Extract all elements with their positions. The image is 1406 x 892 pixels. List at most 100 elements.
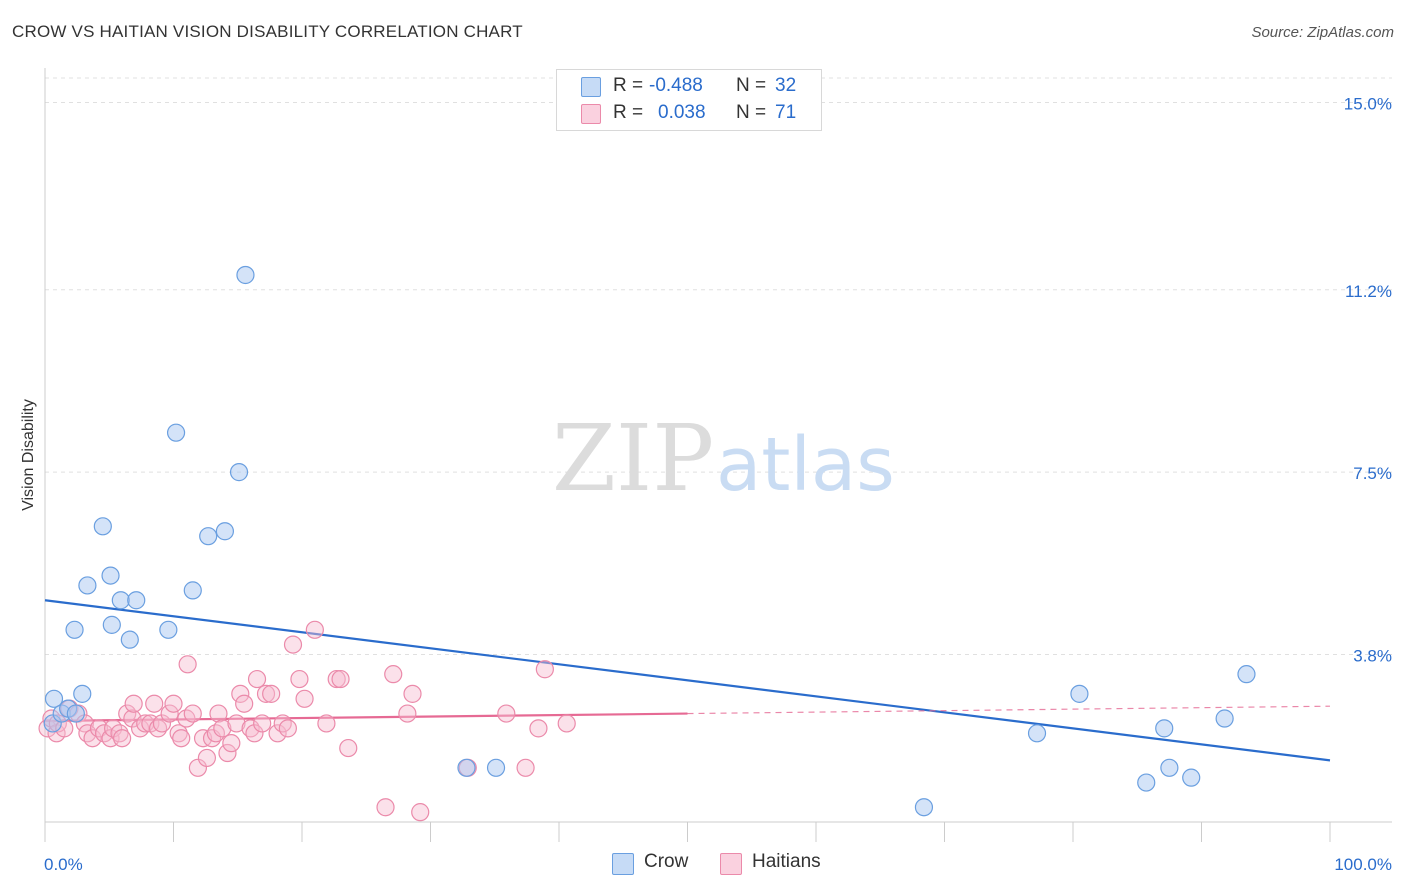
crow-point xyxy=(199,527,218,546)
haitians-point xyxy=(124,694,143,713)
haitians-point xyxy=(384,665,403,684)
haitians-point xyxy=(557,714,576,733)
trend-lines xyxy=(44,599,1331,762)
watermark: ZIP atlas xyxy=(552,405,895,512)
tick-labels: 3.8% 7.5% 11.2% 15.0% 0.0% 100.0% xyxy=(44,94,1392,874)
watermark-zip: ZIP xyxy=(552,405,714,512)
crow-point xyxy=(1155,719,1174,738)
chart-title: CROW VS HAITIAN VISION DISABILITY CORREL… xyxy=(12,22,523,41)
haitians-point xyxy=(273,714,292,733)
haitians-point xyxy=(256,684,276,703)
haitians-point xyxy=(403,684,422,703)
x-tick-label-min: 0.0% xyxy=(44,855,83,874)
crow-legend-label: Crow xyxy=(644,851,689,872)
haitians-point xyxy=(160,704,179,723)
haitians-point xyxy=(145,694,164,713)
haitians-point xyxy=(411,803,430,822)
grid-lines xyxy=(45,77,1392,655)
haitians-point xyxy=(262,684,281,703)
correlation-legend: R = -0.488 N = 32 R = 0.038 N = 71 xyxy=(556,69,822,131)
crow-point xyxy=(65,620,84,639)
haitians-trend-extension xyxy=(687,705,1331,715)
legend-r-label: R = xyxy=(613,102,644,123)
crow-point xyxy=(1160,758,1179,777)
haitians-point xyxy=(83,729,102,748)
crow-point xyxy=(1137,773,1156,792)
crow-point xyxy=(1027,724,1047,743)
haitians-point xyxy=(110,724,129,743)
crow-point xyxy=(1182,768,1201,787)
crow-point xyxy=(236,265,255,285)
crow-point xyxy=(486,758,506,777)
haitians-point xyxy=(112,729,132,748)
y-tick-label: 3.8% xyxy=(1353,646,1392,665)
haitians-point xyxy=(231,684,250,703)
haitians-point xyxy=(209,704,228,723)
haitians-point xyxy=(169,724,188,743)
legend-r-value: -0.488 xyxy=(649,75,703,96)
crow-point xyxy=(102,615,121,634)
haitians-point xyxy=(331,669,350,689)
haitians-point xyxy=(283,635,303,654)
haitians-point xyxy=(245,724,264,743)
haitians-point xyxy=(227,714,246,733)
legend-n-value: 71 xyxy=(775,102,797,123)
haitians-point xyxy=(529,719,548,738)
legend-r-value: 0.038 xyxy=(658,102,706,123)
crow-point xyxy=(183,581,202,600)
haitians-point xyxy=(183,704,202,723)
haitians-point xyxy=(253,714,272,733)
haitians-point xyxy=(118,704,137,723)
haitians-point xyxy=(197,748,217,768)
legend-n-value: 32 xyxy=(775,75,797,96)
crow-point xyxy=(78,576,97,595)
y-tick-label: 11.2% xyxy=(1345,282,1392,301)
crow-point xyxy=(159,620,178,639)
legend-n-label: N = xyxy=(736,102,767,123)
crow-legend-swatch xyxy=(612,853,634,875)
haitians-point xyxy=(235,694,254,713)
haitians-point xyxy=(164,694,183,713)
haitians-legend-swatch xyxy=(720,853,742,875)
haitians-point xyxy=(89,719,109,738)
haitians-point xyxy=(317,714,336,733)
haitians-point xyxy=(218,743,237,763)
crow-point xyxy=(93,517,112,536)
crow-point xyxy=(66,704,85,723)
data-points xyxy=(38,265,1256,822)
y-tick-label: 7.5% xyxy=(1353,464,1392,483)
watermark-atlas: atlas xyxy=(716,422,895,508)
haitians-trend-line xyxy=(44,712,688,723)
crow-point xyxy=(1237,665,1256,684)
legend-r-label: R = xyxy=(613,75,644,96)
chart-source: Source: ZipAtlas.com xyxy=(1251,24,1394,41)
legend-n-label: N = xyxy=(736,75,767,96)
y-tick-label: 15.0% xyxy=(1344,94,1392,113)
haitians-point xyxy=(130,719,150,738)
crow-point xyxy=(215,522,234,541)
haitians-point xyxy=(376,798,395,817)
haitians-point xyxy=(178,655,197,674)
haitians-point xyxy=(268,724,287,743)
crow-point xyxy=(166,423,186,442)
crow-point xyxy=(73,684,92,703)
x-tick-label-max: 100.0% xyxy=(1334,855,1392,874)
crow-point xyxy=(1215,709,1234,728)
haitians-point xyxy=(172,729,191,748)
haitians-point xyxy=(290,669,309,689)
crow-point xyxy=(120,630,139,649)
haitians-legend-label: Haitians xyxy=(752,851,821,872)
crow-point xyxy=(44,689,64,708)
haitians-point xyxy=(305,620,324,639)
haitians-point xyxy=(535,660,554,679)
crow-point xyxy=(101,566,120,585)
crow-point xyxy=(127,591,146,610)
haitians-point xyxy=(247,669,267,689)
crow-point xyxy=(914,798,934,817)
crow-point xyxy=(1070,684,1089,703)
haitians-point xyxy=(152,714,172,733)
haitians-point xyxy=(339,738,358,758)
haitians-point xyxy=(398,704,417,723)
axes xyxy=(44,68,1392,842)
